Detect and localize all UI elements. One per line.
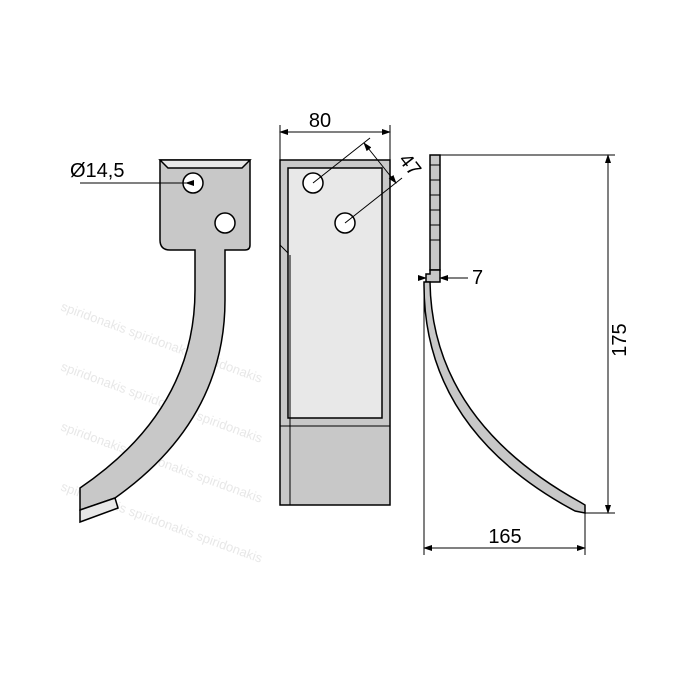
dim-175-label: 175	[609, 323, 631, 356]
dim-80-label: 80	[309, 110, 331, 132]
technical-drawing: spiridonakis spiridonakis spiridonakis s…	[0, 0, 700, 700]
edge-bar	[430, 155, 440, 270]
hole-2	[215, 213, 235, 233]
dim-height-175: 175	[440, 155, 631, 513]
dim-7-label: 7	[472, 267, 483, 289]
right-view	[424, 155, 585, 513]
dim-width-80: 80	[280, 110, 390, 160]
dim-47-label: 47	[394, 150, 425, 181]
dim-165-label: 165	[488, 526, 521, 548]
diameter-label: Ø14,5	[70, 160, 124, 182]
dim-depth-165: 165	[424, 285, 585, 555]
middle-view	[280, 160, 390, 505]
